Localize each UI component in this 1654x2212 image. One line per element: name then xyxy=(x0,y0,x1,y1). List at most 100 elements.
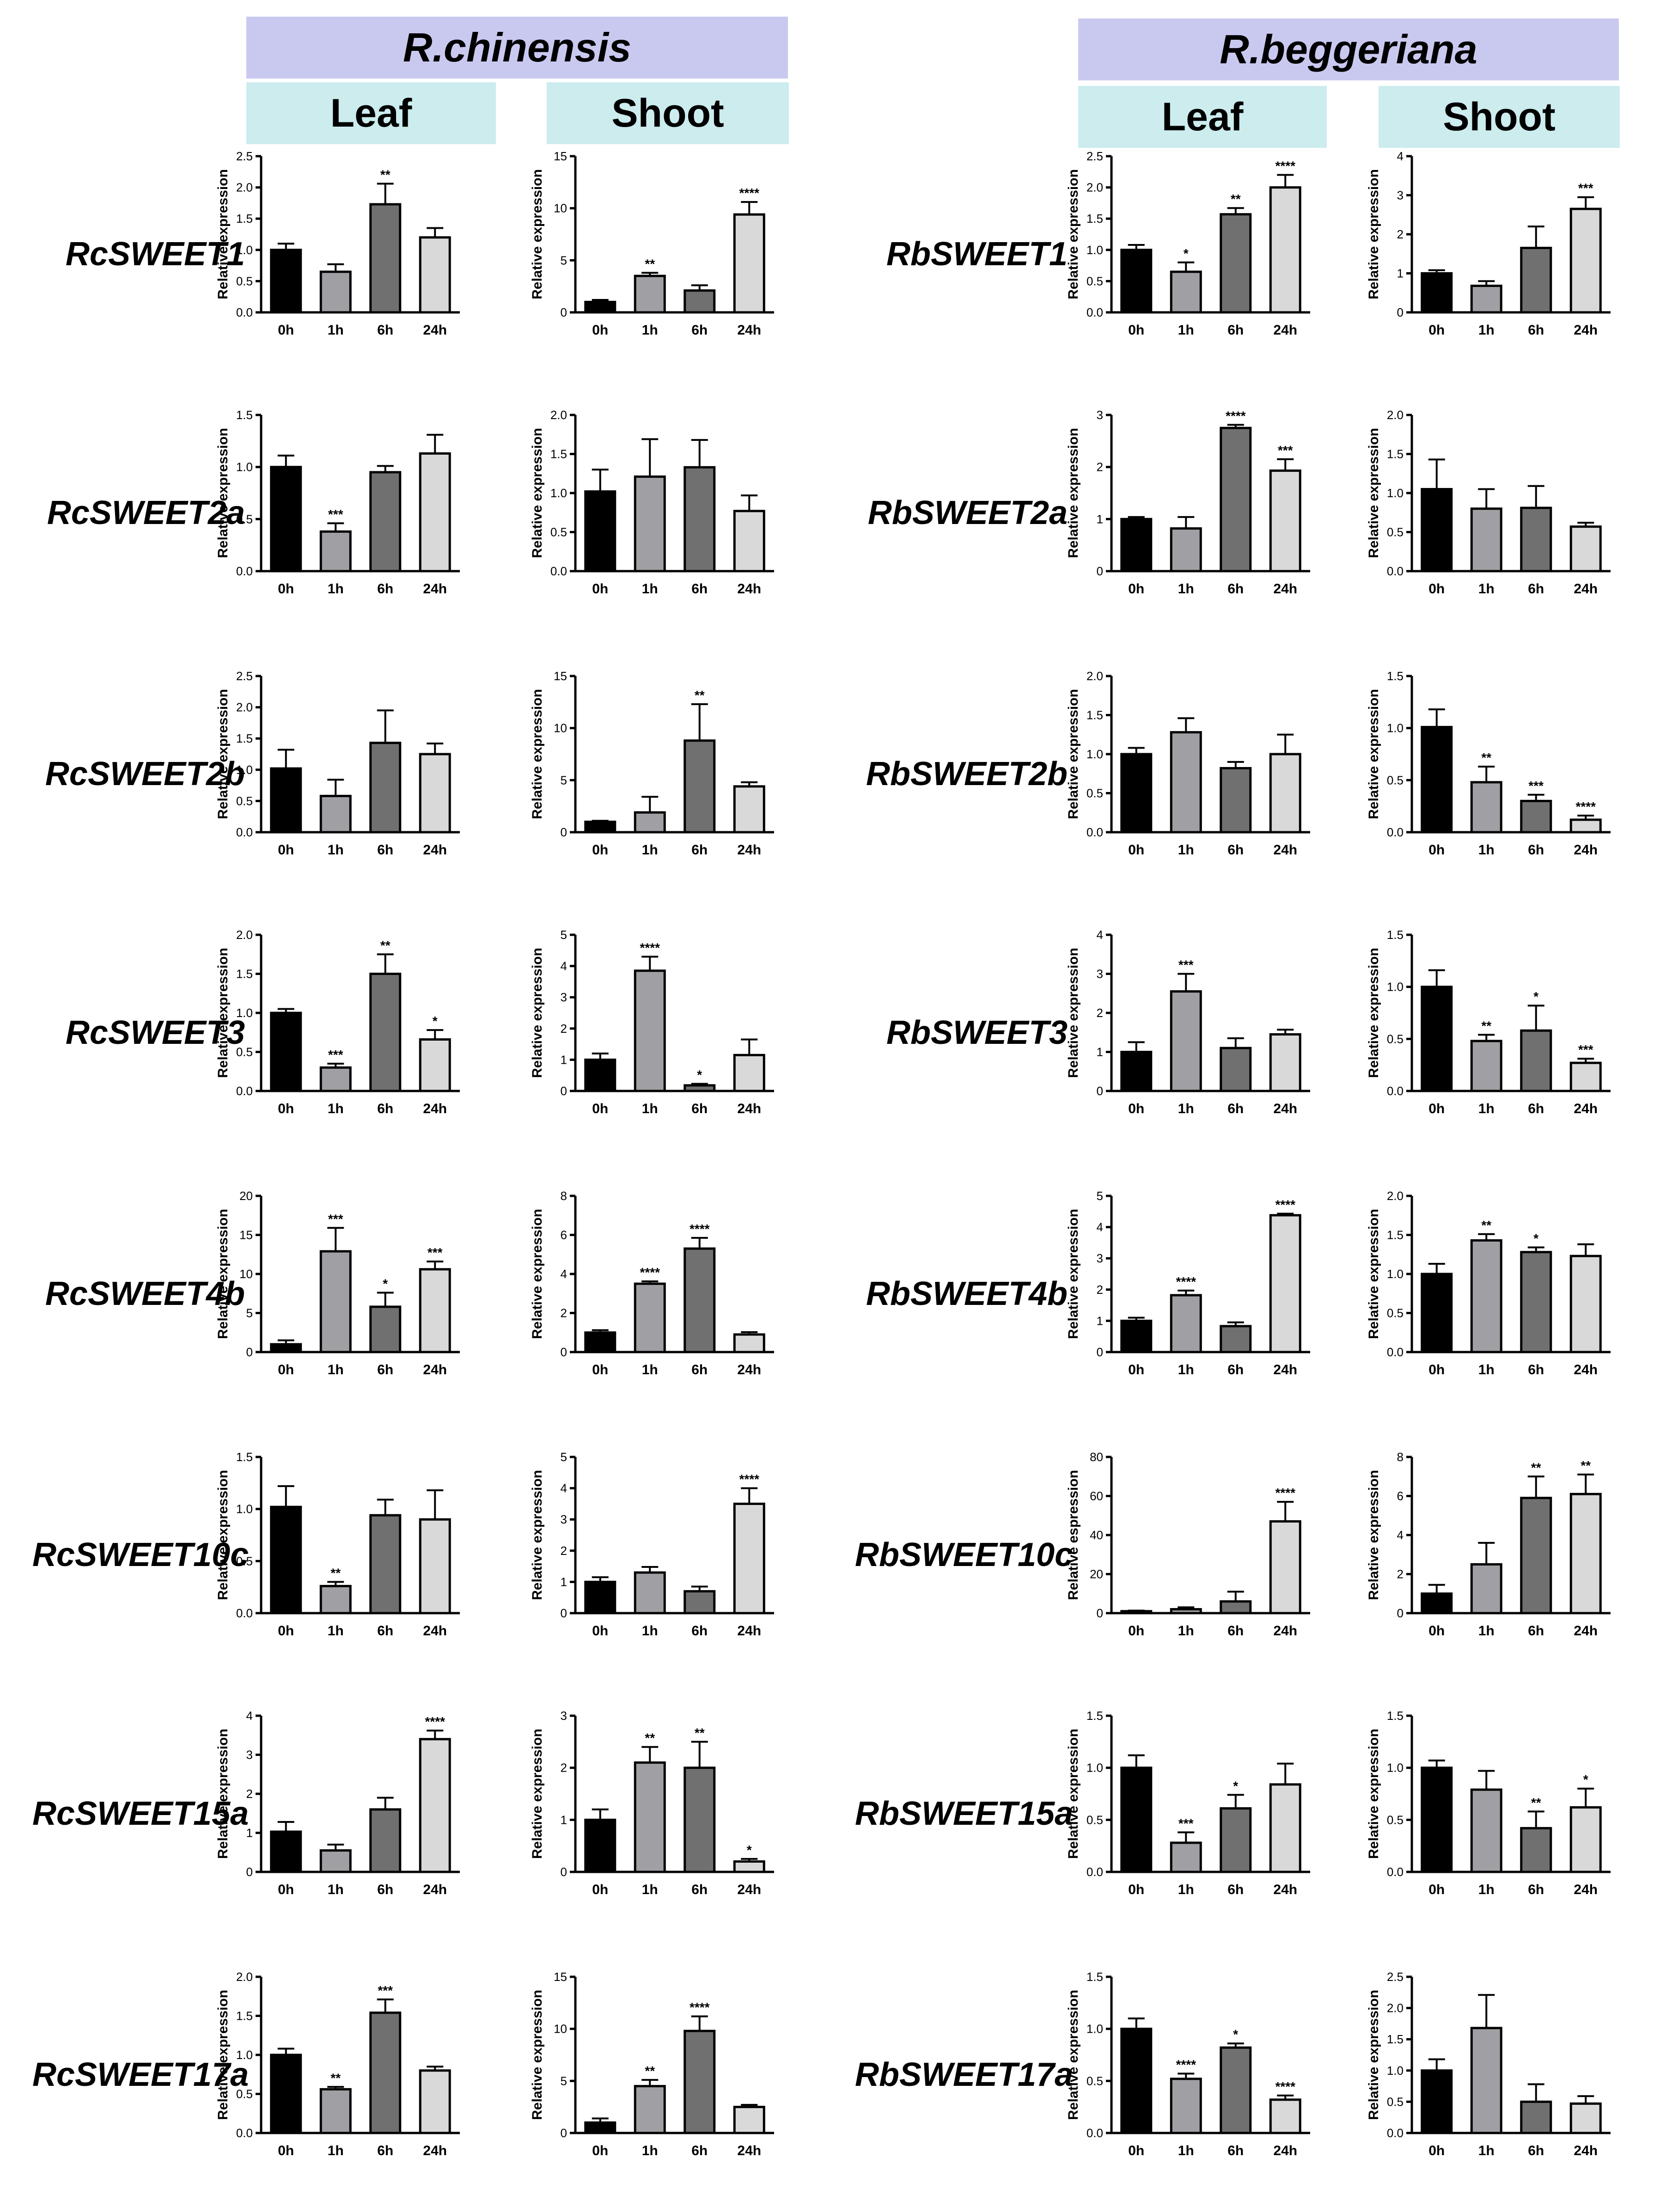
bar-6h xyxy=(1220,767,1252,834)
significance-mark: ** xyxy=(1481,750,1491,765)
y-axis-label: Relative expression xyxy=(530,1990,545,2120)
x-tick-label: 0h xyxy=(1428,1362,1445,1377)
y-axis-label: Relative expression xyxy=(530,169,545,299)
significance-mark: **** xyxy=(1575,799,1596,814)
y-axis-label: Relative expression xyxy=(1066,1209,1081,1339)
bar-1h xyxy=(634,2085,666,2134)
x-tick-label: 0h xyxy=(592,1623,608,1639)
y-tick-label: 1.0 xyxy=(236,1502,253,1516)
bar-1h xyxy=(634,811,666,834)
y-tick-label: 2.5 xyxy=(1387,1970,1404,1984)
bar-24h xyxy=(733,510,765,573)
y-tick-label: 0 xyxy=(1397,305,1404,319)
bar-0h xyxy=(584,1331,616,1353)
y-axis-label: Relative expression xyxy=(215,169,231,299)
chart-rc-leaf-6: Relative expression 0.0 0.5 1.0 1.5 0h ** 1h 6h 2… xyxy=(215,1450,460,1639)
y-tick-label: 1.5 xyxy=(1387,1228,1404,1242)
x-tick-label: 0h xyxy=(278,2143,294,2158)
bar-6h xyxy=(1220,1807,1252,1873)
x-tick-label: 6h xyxy=(691,581,708,597)
significance-mark: **** xyxy=(1176,1274,1196,1289)
bar-0h xyxy=(1120,1051,1153,1092)
x-tick-label: 0h xyxy=(592,1101,608,1116)
bar-24h xyxy=(1569,1493,1602,1615)
y-tick-label: 1.5 xyxy=(1387,928,1404,942)
y-tick-label: 1 xyxy=(561,1813,567,1827)
x-tick-label: 1h xyxy=(1178,1623,1194,1639)
y-tick-label: 1.5 xyxy=(1387,447,1404,461)
x-tick-label: 24h xyxy=(423,581,447,597)
y-tick-label: 0.5 xyxy=(236,794,253,808)
gene-label-rcsweet3: RcSWEET3 xyxy=(65,1014,245,1051)
y-tick-label: 2.0 xyxy=(236,928,253,942)
significance-mark: **** xyxy=(640,940,660,955)
bar-6h xyxy=(1220,2046,1252,2134)
y-axis-label: Relative expression xyxy=(215,1209,231,1339)
chart-rc-leaf-2: Relative expression 0.0 0.5 1.0 1.5 0h *** 1h 6h… xyxy=(215,408,460,597)
bar-1h xyxy=(319,530,352,573)
x-tick-label: 1h xyxy=(642,1362,658,1377)
x-tick-label: 1h xyxy=(642,1882,658,1897)
significance-mark: **** xyxy=(739,1472,759,1487)
y-axis-label: Relative expression xyxy=(1066,948,1081,1078)
y-tick-label: 1 xyxy=(1097,512,1103,526)
y-tick-label: 3 xyxy=(1097,408,1103,422)
bar-0h xyxy=(270,466,302,573)
significance-mark: ** xyxy=(695,688,705,702)
bar-24h xyxy=(1569,525,1602,573)
gene-label-rcsweet2b: RcSWEET2b xyxy=(45,756,245,792)
bar-1h xyxy=(1170,2078,1202,2134)
bar-6h xyxy=(684,289,716,314)
y-tick-label: 5 xyxy=(561,773,567,787)
chart-rb-shoot-7: Relative expression 0.0 0.5 1.0 1.5 0h 1h ** 6h *… xyxy=(1366,1709,1611,1897)
y-tick-label: 2 xyxy=(561,1761,567,1775)
y-axis-label: Relative expression xyxy=(1366,1209,1381,1339)
bar-6h xyxy=(684,739,716,834)
y-tick-label: 1.0 xyxy=(1387,2064,1404,2078)
bar-1h xyxy=(319,2088,352,2134)
x-tick-label: 1h xyxy=(1478,1882,1495,1897)
x-tick-label: 6h xyxy=(1528,1623,1544,1639)
y-tick-label: 1.0 xyxy=(1086,243,1103,257)
y-tick-label: 1.0 xyxy=(236,243,253,257)
significance-mark: ** xyxy=(1231,192,1241,206)
bar-0h xyxy=(584,1058,616,1092)
x-tick-label: 0h xyxy=(1128,581,1144,597)
bar-6h xyxy=(684,1084,716,1092)
x-tick-label: 1h xyxy=(1178,1101,1194,1116)
x-tick-label: 6h xyxy=(377,1362,393,1377)
y-tick-label: 6 xyxy=(1397,1489,1404,1503)
x-tick-label: 6h xyxy=(1227,323,1244,338)
gene-label-rbsweet15a: RbSWEET15a xyxy=(855,1795,1074,1832)
y-tick-label: 0.5 xyxy=(1086,786,1103,800)
rc-shoot-header: Shoot xyxy=(547,82,789,144)
bar-24h xyxy=(1569,207,1602,314)
y-tick-label: 8 xyxy=(561,1189,567,1203)
significance-mark: *** xyxy=(1178,958,1194,972)
y-tick-label: 1.0 xyxy=(1387,721,1404,735)
y-tick-label: 0 xyxy=(1097,564,1103,578)
x-tick-label: 0h xyxy=(278,323,294,338)
y-tick-label: 1.0 xyxy=(1387,980,1404,994)
bar-0h xyxy=(1120,1319,1153,1353)
y-tick-label: 1.5 xyxy=(1086,1970,1103,1984)
significance-mark: * xyxy=(697,1067,702,1082)
significance-mark: *** xyxy=(1528,779,1544,793)
significance-mark: **** xyxy=(425,1714,445,1729)
chart-rb-leaf-7: Relative expression 0.0 0.5 1.0 1.5 0h *** 1h * 6… xyxy=(1066,1709,1310,1897)
bar-1h xyxy=(634,969,666,1092)
y-tick-label: 2.0 xyxy=(550,408,567,422)
bar-24h xyxy=(1269,753,1301,834)
y-tick-label: 5 xyxy=(561,1450,567,1464)
y-tick-label: 1.0 xyxy=(550,486,567,500)
y-tick-label: 20 xyxy=(239,1189,253,1203)
y-tick-label: 2 xyxy=(1097,460,1103,474)
y-tick-label: 0.5 xyxy=(236,512,253,526)
bar-24h xyxy=(1269,1520,1301,1615)
bar-24h xyxy=(1269,1214,1301,1353)
y-tick-label: 3 xyxy=(246,1748,253,1762)
bar-0h xyxy=(270,249,302,314)
bar-1h xyxy=(1170,990,1202,1092)
x-tick-label: 24h xyxy=(423,1882,447,1897)
y-tick-label: 1 xyxy=(1097,1314,1103,1328)
